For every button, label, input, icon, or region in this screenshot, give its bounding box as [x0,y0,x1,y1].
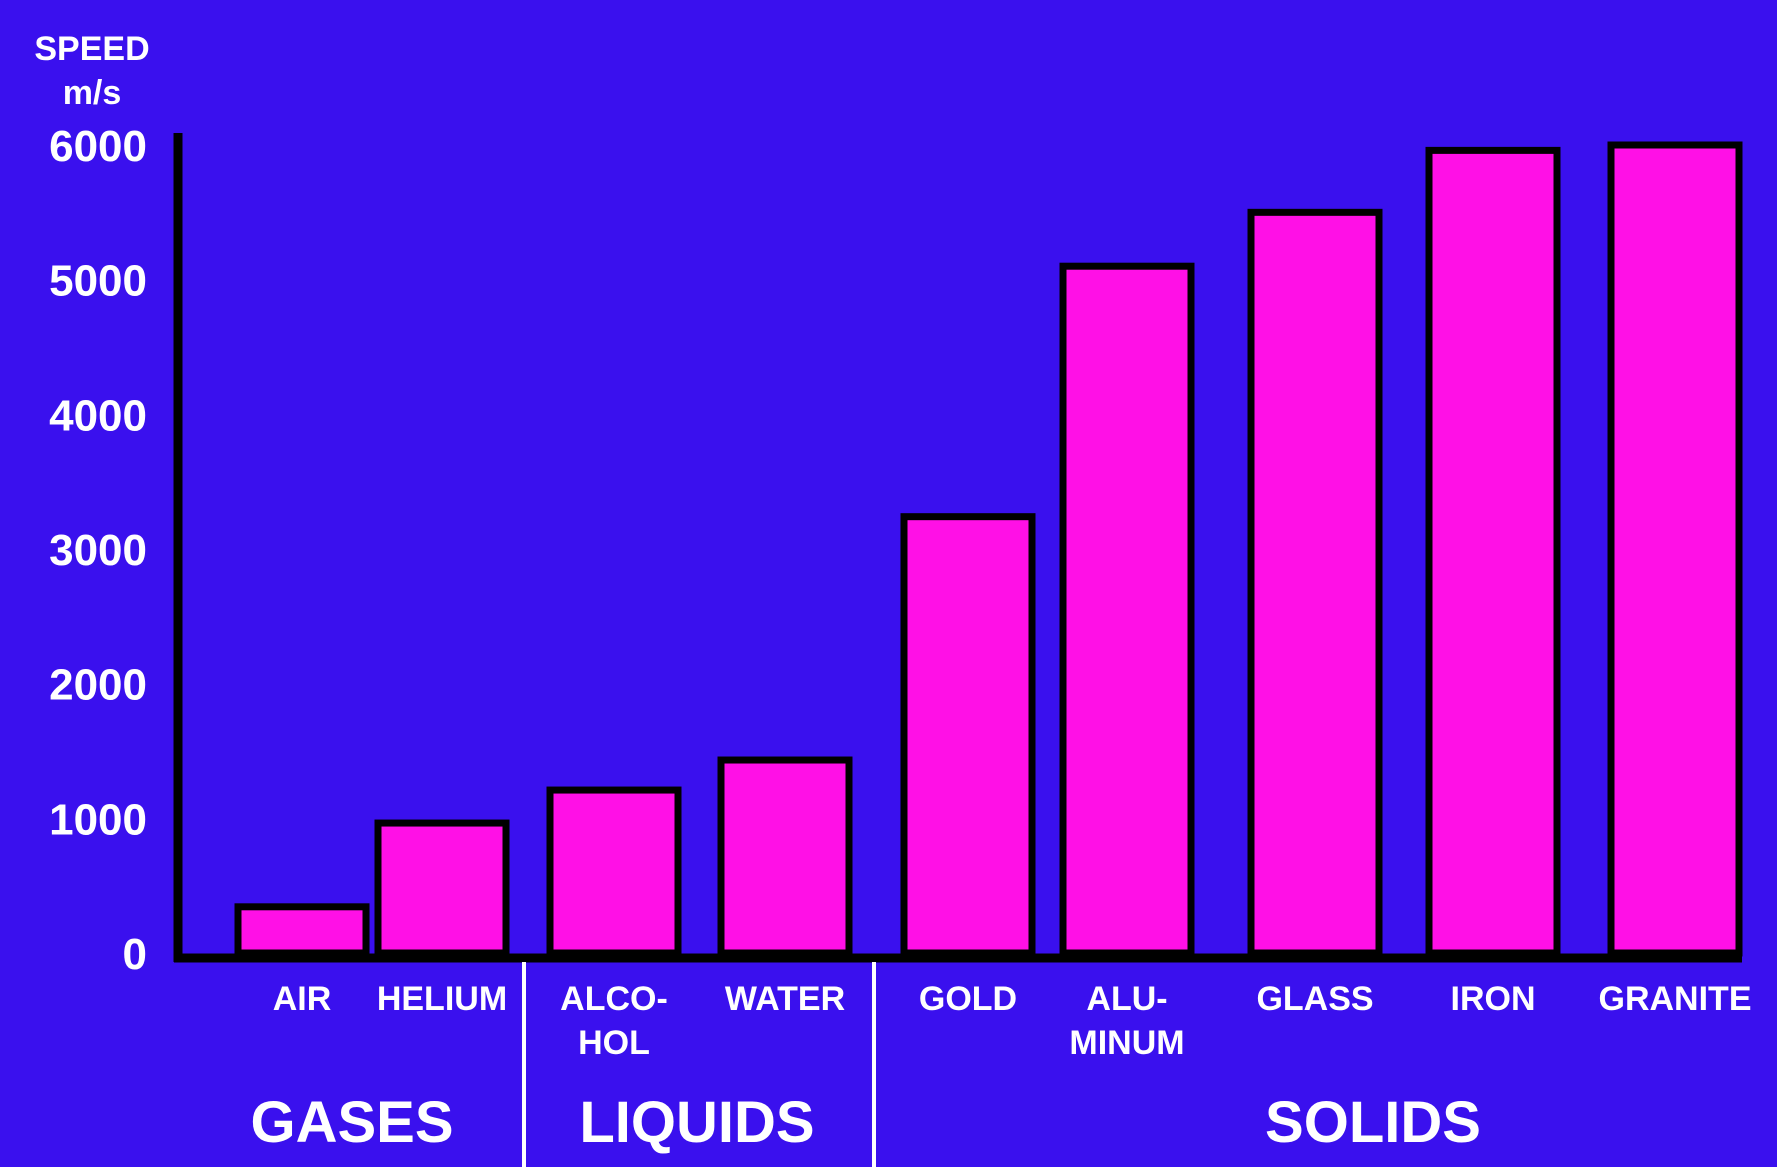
bar [717,756,853,957]
category-label: GLASS [1256,980,1373,1018]
bar [1425,146,1561,957]
bar [1247,208,1383,957]
category-label: MINUM [1069,1024,1184,1062]
group-label: LIQUIDS [579,1090,814,1155]
bar [900,513,1036,957]
category-label: ALU- [1086,980,1167,1018]
y-tick-label: 4000 [49,391,147,440]
y-axis-title-line-2: m/s [63,74,122,112]
bar [1059,262,1195,957]
y-tick-label: 3000 [49,526,147,575]
group-label: GASES [250,1090,453,1155]
y-tick-label: 2000 [49,661,147,710]
bars [234,141,1743,957]
y-axis-title-line-1: SPEED [34,30,149,68]
bar [546,786,682,957]
bar [234,903,370,957]
category-label: WATER [725,980,845,1018]
category-labels: AIR HELIUM ALCO- HOL WATER GOLD ALU- MINUM GLASS… [273,980,1752,1062]
y-tick-labels: 0 1000 2000 3000 4000 5000 6000 [49,122,147,979]
y-axis-title: SPEED m/s [34,30,149,112]
category-label: GRANITE [1599,980,1752,1018]
group-dividers [522,962,876,1167]
group-labels: GASES LIQUIDS SOLIDS [250,1090,1480,1155]
category-label: AIR [273,980,332,1018]
category-label: HOL [578,1024,650,1062]
bar [374,819,510,957]
y-tick-label: 6000 [49,122,147,171]
bar [1607,141,1743,957]
y-tick-label: 5000 [49,257,147,306]
category-label: GOLD [919,980,1017,1018]
category-label: IRON [1451,980,1536,1018]
y-tick-label: 0 [123,930,147,979]
group-label: SOLIDS [1265,1090,1481,1155]
category-label: ALCO- [560,980,668,1018]
category-label: HELIUM [377,980,507,1018]
y-tick-label: 1000 [49,795,147,844]
